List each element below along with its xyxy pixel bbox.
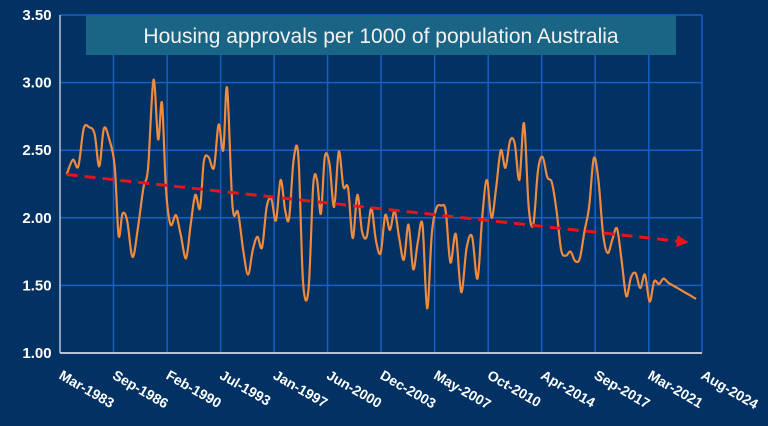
title-background xyxy=(86,15,676,55)
series-line xyxy=(65,78,697,310)
y-tick-label: 3.00 xyxy=(22,75,51,92)
trend-arrowhead-icon xyxy=(676,235,689,248)
y-tick-label: 1.50 xyxy=(22,277,51,294)
chart-title: Housing approvals per 1000 of population… xyxy=(143,25,618,48)
y-axis-ticks: 1.00 1.50 2.00 2.50 3.00 3.50 xyxy=(22,7,51,362)
chart-title-box: Housing approvals per 1000 of population… xyxy=(86,15,676,55)
series-group xyxy=(65,78,697,310)
trendline-group xyxy=(66,173,689,248)
trend-line xyxy=(66,173,678,243)
y-tick-label: 2.50 xyxy=(22,142,51,159)
axes xyxy=(59,15,702,354)
y-tick-label: 2.00 xyxy=(22,210,51,227)
y-tick-label: 3.50 xyxy=(22,7,51,24)
y-tick-label: 1.00 xyxy=(22,345,51,362)
